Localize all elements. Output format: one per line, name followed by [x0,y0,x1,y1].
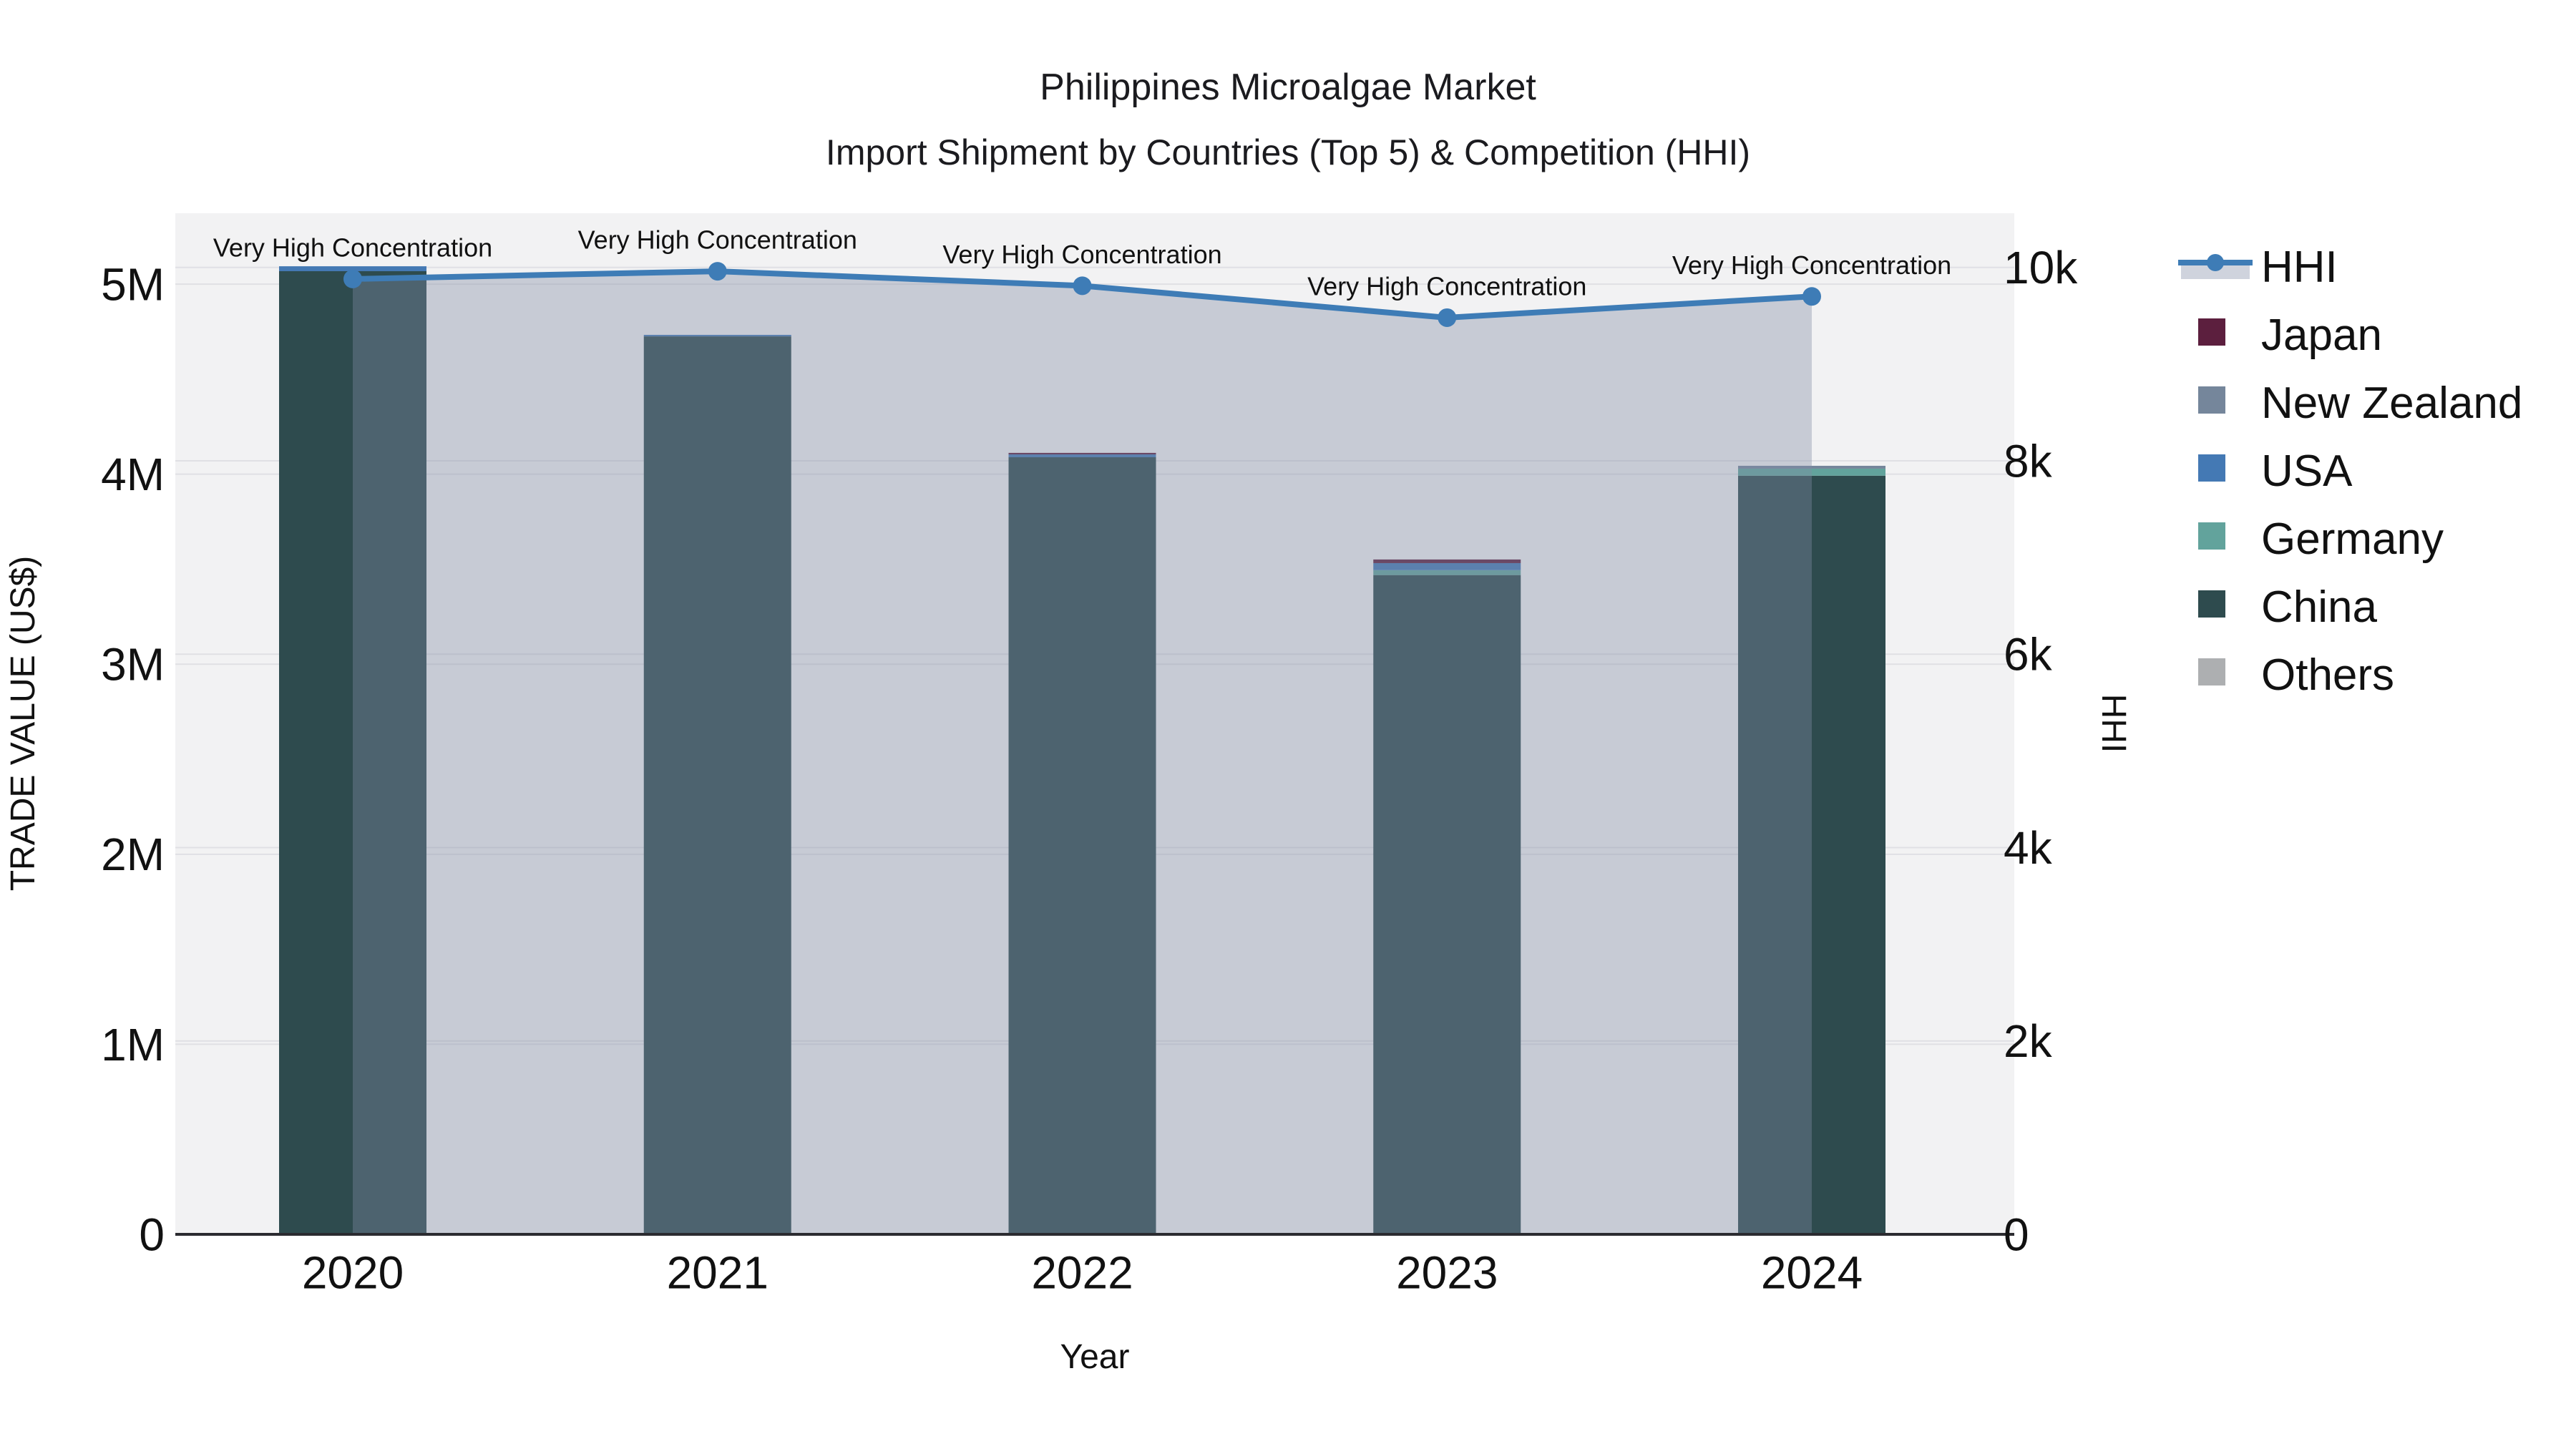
color-swatch [2198,386,2225,414]
right-tick-label-6k: 6k [2004,629,2053,680]
legend-item-new-zealand[interactable]: New Zealand [2181,369,2522,437]
legend-swatch-icon [2181,454,2250,489]
left-tick-label-3M: 3M [101,639,165,691]
legend-item-usa[interactable]: USA [2181,437,2522,505]
legend-item-japan[interactable]: Japan [2181,301,2522,369]
y-axis-title-right: HHI [2094,694,2132,753]
x-tick-label-2023: 2023 [1396,1246,1498,1298]
bar-2023-china [1373,575,1521,1234]
color-swatch [2198,522,2225,550]
hhi-marker-2022 [1073,276,1092,296]
bar-2021-china [643,336,791,1235]
annotation-2020: Very High Concentration [213,233,492,262]
right-tick-label-8k: 8k [2004,435,2053,487]
hhi-marker-2024 [1802,287,1821,306]
bar-2024-germany [1738,468,1885,476]
x-axis-title: Year [1060,1338,1130,1376]
right-tick-label-2k: 2k [2004,1015,2053,1067]
color-swatch [2198,590,2225,618]
hhi-line-icon [2178,250,2253,285]
legend-label: Germany [2261,514,2444,564]
annotation-2023: Very High Concentration [1307,272,1586,301]
x-tick-label-2021: 2021 [667,1246,769,1298]
color-swatch [2198,318,2225,346]
bar-2022-usa [1008,454,1156,458]
legend-item-germany[interactable]: Germany [2181,505,2522,573]
legend-label: Others [2261,650,2395,700]
chart-subtitle: Import Shipment by Countries (Top 5) & C… [825,132,1751,172]
right-tick-label-4k: 4k [2004,822,2053,874]
x-tick-label-2024: 2024 [1761,1246,1863,1298]
bar-2020-china [279,271,426,1234]
left-axis-ticks: 0 1M 2M 3M 4M 5M [101,258,165,1260]
annotation-2022: Very High Concentration [942,240,1221,269]
color-swatch [2198,454,2225,482]
legend-label: China [2261,582,2377,632]
bar-2023-japan [1373,559,1521,563]
hhi-markers-group [343,262,1821,327]
y-axis-title-left: TRADE VALUE (US$) [4,556,42,892]
legend-item-china[interactable]: China [2181,573,2522,641]
hhi-marker-2021 [708,262,727,281]
legend-swatch-icon [2181,658,2250,693]
left-tick-label-0: 0 [139,1209,165,1260]
left-tick-label-4M: 4M [101,449,165,500]
legend: HHI Japan New Zealand USA Germany China Others [2178,233,2522,709]
annotation-2024: Very High Concentration [1672,250,1951,280]
bar-2024-new-zealand [1738,465,1885,469]
bar-2023-germany [1373,570,1521,575]
legend-label: USA [2261,447,2353,496]
legend-label: New Zealand [2261,379,2523,428]
x-tick-label-2020: 2020 [302,1246,404,1298]
left-tick-label-1M: 1M [101,1019,165,1070]
hhi-marker-swatch [2207,253,2224,271]
bar-2022-china [1008,457,1156,1235]
left-tick-label-5M: 5M [101,258,165,310]
color-swatch [2198,658,2225,686]
bar-2023-usa [1373,562,1521,570]
legend-item-others[interactable]: Others [2181,641,2522,709]
hhi-fill-swatch [2181,264,2250,279]
legend-item-hhi[interactable]: HHI [2178,233,2522,301]
right-axis-ticks: 0 2k 4k 6k 8k 10k [2004,242,2078,1260]
legend-swatch-icon [2181,522,2250,557]
right-tick-label-0: 0 [2004,1209,2029,1260]
hhi-fill-area [353,271,1812,1234]
left-tick-label-2M: 2M [101,829,165,880]
bar-2022-japan [1008,452,1156,455]
legend-label: Japan [2261,311,2382,360]
legend-swatch-icon [2181,386,2250,421]
hhi-marker-2020 [343,269,362,288]
hhi-marker-2023 [1438,308,1457,327]
x-axis-ticks: 2020 2021 2022 2023 2024 [302,1246,1863,1298]
annotation-2021: Very High Concentration [578,225,857,255]
annotations-group: Very High Concentration Very High Concent… [213,225,1951,301]
legend-swatch-icon [2181,590,2250,625]
bar-2020-usa [279,266,426,272]
bars-group [279,266,1885,1235]
legend-label: HHI [2261,243,2338,292]
bar-2024-china [1738,475,1885,1235]
right-tick-label-10k: 10k [2004,242,2078,293]
chart-title: Philippines Microalgae Market [1040,67,1536,108]
legend-swatch-icon [2181,318,2250,353]
x-tick-label-2022: 2022 [1031,1246,1133,1298]
bar-2021-usa [643,334,791,337]
